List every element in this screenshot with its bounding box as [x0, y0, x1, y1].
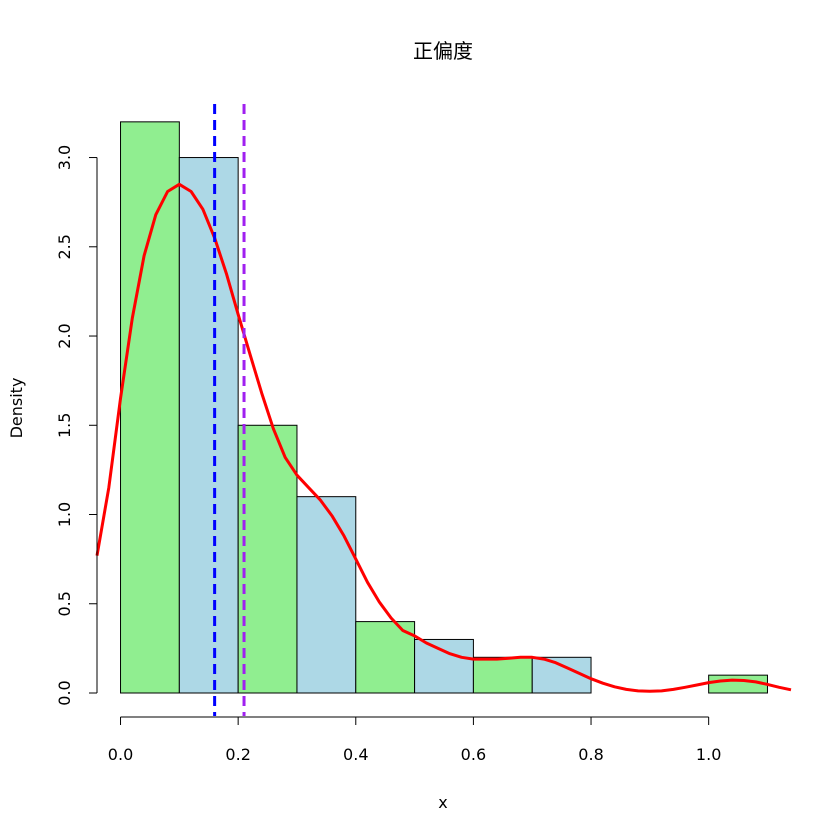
histogram-bar	[120, 121, 180, 694]
x-tick-label: 1.0	[696, 745, 721, 764]
chart-title: 正偏度	[413, 39, 473, 63]
y-tick-label: 1.5	[55, 413, 74, 438]
y-tick-label: 0.5	[55, 591, 74, 616]
histogram-bar	[355, 621, 416, 694]
histogram-bars	[120, 121, 768, 694]
y-tick-label: 0.0	[55, 680, 74, 705]
density-curve	[95, 182, 792, 693]
x-tick-label: 0.8	[578, 745, 603, 764]
histogram-bar	[472, 656, 533, 694]
histogram-bar	[708, 674, 768, 694]
y-axis-label: Density	[7, 378, 26, 439]
y-axis: 0.0 0.5 1.0 1.5 2.0 2.5 3.0	[55, 145, 98, 706]
reference-lines	[213, 104, 246, 716]
histogram-bar	[178, 157, 239, 694]
histogram-bar	[237, 424, 298, 694]
x-tick-label: 0.0	[108, 745, 133, 764]
y-tick-label: 1.0	[55, 502, 74, 527]
histogram-bar	[414, 638, 474, 694]
y-tick-label: 2.5	[55, 234, 74, 259]
x-tick-label: 0.4	[343, 745, 368, 764]
density-curve-layer	[95, 182, 792, 693]
histogram-bar	[296, 496, 357, 694]
x-tick-label: 0.2	[225, 745, 250, 764]
x-tick-label: 0.6	[461, 745, 486, 764]
x-axis: 0.0 0.2 0.4 0.6 0.8 1.0	[108, 716, 721, 764]
x-axis-label: x	[438, 793, 447, 812]
y-tick-label: 3.0	[55, 145, 74, 170]
y-tick-label: 2.0	[55, 323, 74, 348]
